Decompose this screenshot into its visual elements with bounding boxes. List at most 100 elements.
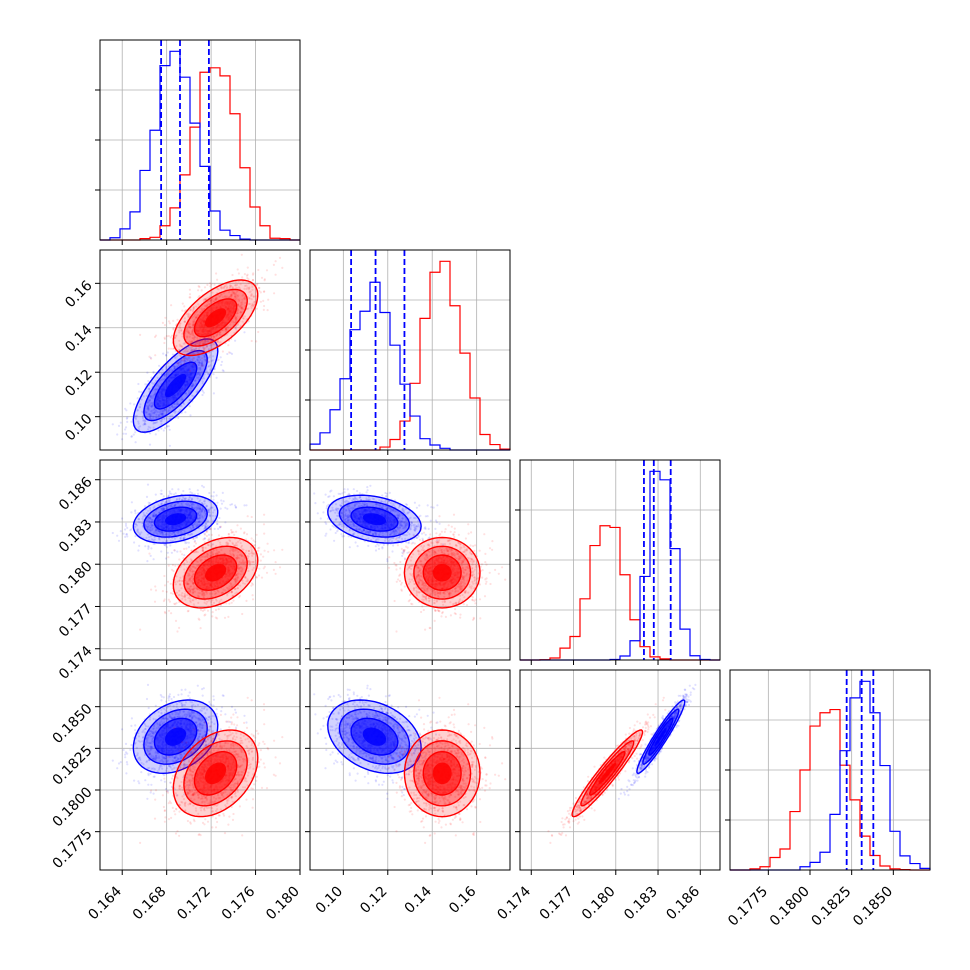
density-contour (422, 750, 462, 796)
axes-frame (99, 249, 301, 451)
density-fill (432, 563, 452, 582)
axes-frame (519, 459, 721, 661)
density-contour (413, 740, 472, 807)
density-fill (432, 762, 452, 785)
scatter-panel-3-0: 0.164 0.168 0.172 0.176 0.1800.17750.18000.1… (50, 669, 303, 924)
density-contour (571, 729, 644, 818)
density-contour (183, 545, 248, 600)
density-contour (413, 545, 472, 600)
density-contour (143, 708, 208, 765)
density-fill (205, 563, 227, 582)
axes-frame (99, 459, 301, 661)
density-contour (338, 708, 411, 765)
density-contour (403, 536, 481, 609)
x-tick-label: 0.176 (219, 883, 259, 923)
density-fill (362, 727, 387, 746)
y-tick-label: 0.14 (62, 322, 95, 355)
y-tick-label: 0.1800 (50, 784, 96, 830)
density-contour (183, 288, 248, 347)
density-contour (172, 536, 259, 609)
histogram-series-1 (310, 260, 511, 451)
y-tick-label: 0.1850 (50, 701, 96, 747)
density-contour (153, 717, 198, 756)
density-contour (153, 361, 198, 410)
density-contour (350, 717, 399, 756)
density-contour (193, 751, 238, 796)
y-tick-label: 0.10 (62, 411, 95, 444)
axes-frame (519, 669, 721, 871)
density-contour (422, 554, 462, 592)
density-fill (165, 373, 187, 398)
density-contour (132, 338, 219, 433)
x-tick-label: 0.183 (621, 884, 661, 924)
density-contour (183, 740, 248, 807)
density-fill (165, 513, 187, 526)
histogram-series-1 (100, 67, 300, 241)
x-tick-label: 0.10 (313, 884, 346, 917)
density-contour (403, 729, 481, 818)
scatter-panel-2-1 (305, 459, 511, 665)
density-contour (636, 699, 686, 775)
x-tick-label: 0.16 (446, 883, 479, 916)
x-tick-label: 0.1850 (850, 884, 896, 930)
y-tick-label: 0.174 (56, 643, 96, 683)
density-fill (654, 727, 667, 746)
density-contour (580, 740, 635, 807)
y-tick-label: 0.1825 (50, 743, 96, 789)
density-contour (648, 717, 674, 756)
axes-frame (309, 459, 511, 661)
y-tick-label: 0.180 (56, 559, 96, 599)
density-contour (132, 494, 219, 544)
x-tick-label: 0.12 (357, 884, 390, 917)
y-tick-label: 0.16 (62, 278, 95, 311)
scatter-panel-1-0: 0.10 0.12 0.14 0.16 (62, 249, 301, 455)
density-contour (143, 500, 208, 538)
y-tick-label: 0.12 (62, 367, 95, 400)
axes-frame (309, 669, 511, 871)
density-fill (205, 308, 227, 328)
density-fill (362, 513, 387, 526)
x-tick-label: 0.180 (263, 884, 303, 924)
density-fill (165, 727, 187, 746)
x-tick-label: 0.1800 (767, 884, 813, 930)
axes-frame (99, 669, 301, 871)
density-fill (598, 762, 617, 785)
x-tick-label: 0.177 (537, 884, 577, 924)
x-tick-label: 0.168 (130, 884, 170, 924)
axes-frame (729, 669, 931, 871)
density-contour (193, 298, 238, 338)
density-contour (172, 279, 259, 357)
density-contour (172, 729, 259, 818)
histogram-series-0 (100, 50, 300, 241)
x-tick-label: 0.180 (579, 884, 619, 924)
density-contour (642, 708, 680, 765)
hist-panel-2 (515, 459, 721, 665)
hist-panel-0 (95, 39, 301, 245)
hist-panel-1 (305, 249, 511, 455)
x-tick-label: 0.164 (85, 883, 125, 923)
scatter-panel-3-2: 0.174 0.177 0.180 0.183 0.186 (494, 669, 721, 924)
histogram-series-1 (730, 708, 930, 871)
density-fill (205, 762, 227, 785)
x-tick-label: 0.14 (402, 883, 435, 916)
x-tick-label: 0.186 (663, 883, 703, 923)
scatter-panel-3-1: 0.10 0.12 0.14 0.16 (305, 669, 511, 917)
density-contour (193, 554, 238, 592)
y-tick-label: 0.177 (56, 601, 96, 641)
axes-frame (99, 39, 301, 241)
density-contour (153, 506, 198, 532)
axes-frame (309, 249, 511, 451)
x-tick-label: 0.172 (174, 884, 214, 924)
density-contour (327, 494, 422, 544)
x-tick-label: 0.174 (494, 883, 534, 923)
x-tick-label: 0.1825 (809, 884, 855, 930)
density-contour (143, 349, 208, 422)
density-contour (350, 506, 399, 532)
x-tick-label: 0.1775 (725, 884, 771, 930)
y-tick-label: 0.183 (56, 516, 96, 556)
density-contour (588, 751, 626, 796)
density-contour (338, 500, 411, 538)
